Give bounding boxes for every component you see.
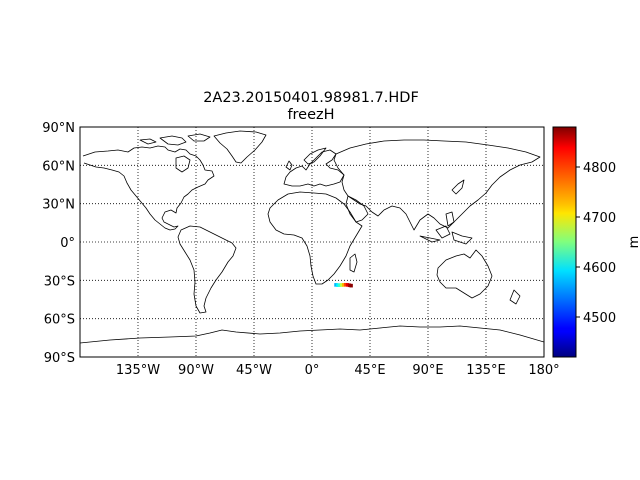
swath-point-1: [336, 283, 340, 287]
coastline-north-america: [82, 145, 215, 231]
swath-point-8: [349, 283, 353, 288]
x-tick-label-4: 45°E: [354, 363, 385, 378]
y-tick-label-3: 0°: [60, 236, 75, 251]
coastline-arctic-islands: [139, 133, 211, 146]
x-tick-label-2: 45°W: [236, 363, 272, 378]
colorbar-tick-label-2: 4700: [583, 211, 616, 226]
x-tick-labels: 135°W 90°W 45°W 0° 45°E 90°E 135°E 180°: [116, 363, 560, 378]
coastline-scandinavia: [303, 147, 327, 165]
coastline-japan: [451, 179, 465, 195]
x-tick-label-5: 90°E: [412, 363, 443, 378]
coastlines: [80, 130, 544, 344]
x-tick-label-3: 0°: [305, 363, 320, 378]
colorbar-label: m: [627, 236, 640, 249]
coastline-greenland: [213, 130, 267, 164]
colorbar-tick-label-0: 4500: [583, 311, 616, 326]
map-frame: [79, 126, 545, 358]
coastline-madagascar: [349, 253, 358, 273]
x-tick-label-6: 135°E: [466, 363, 506, 378]
chart-subtitle: freezH: [287, 107, 334, 123]
coastline-uk: [285, 160, 293, 171]
x-tick-label-0: 135°W: [116, 363, 160, 378]
colorbar-tick-label-1: 4600: [583, 261, 616, 276]
coastline-se-asia-islands: [419, 211, 473, 245]
coastline-antarctica: [80, 325, 544, 344]
coastline-new-zealand: [509, 289, 521, 305]
coastline-south-america: [177, 225, 237, 314]
colorbar-ticks: 4500 4600 4700 4800: [576, 161, 616, 326]
coastline-arabia: [345, 195, 369, 223]
x-tick-label-1: 90°W: [178, 363, 214, 378]
y-tick-label-2: 30°N: [42, 198, 75, 213]
y-tick-label-0: 90°N: [42, 121, 75, 136]
swath-point-3: [340, 283, 344, 287]
coastline-hudson-bay: [175, 155, 191, 173]
swath-point-6: [345, 283, 350, 287]
swath-point-5: [343, 282, 348, 287]
colorbar: [552, 126, 577, 358]
y-tick-label-1: 60°N: [42, 159, 75, 174]
coastline-australia: [436, 249, 493, 299]
coastline-africa: [267, 191, 363, 285]
y-tick-label-6: 90°S: [44, 351, 75, 366]
y-tick-label-4: 30°S: [44, 274, 75, 289]
coastline-europe: [283, 149, 345, 187]
graticule: [80, 127, 544, 357]
y-tick-label-5: 60°S: [44, 313, 75, 328]
coastline-asia: [333, 139, 541, 231]
swath-point-4: [341, 283, 346, 287]
chart-title: 2A23.20150401.98981.7.HDF: [203, 90, 419, 106]
x-tick-label-7: 180°: [528, 363, 559, 378]
freezh-swath: [334, 282, 353, 288]
y-tick-labels: 90°N 60°N 30°N 0° 30°S 60°S 90°S: [42, 121, 75, 366]
swath-point-0: [334, 283, 338, 287]
swath-point-2: [338, 283, 342, 287]
colorbar-tick-label-3: 4800: [583, 161, 616, 176]
